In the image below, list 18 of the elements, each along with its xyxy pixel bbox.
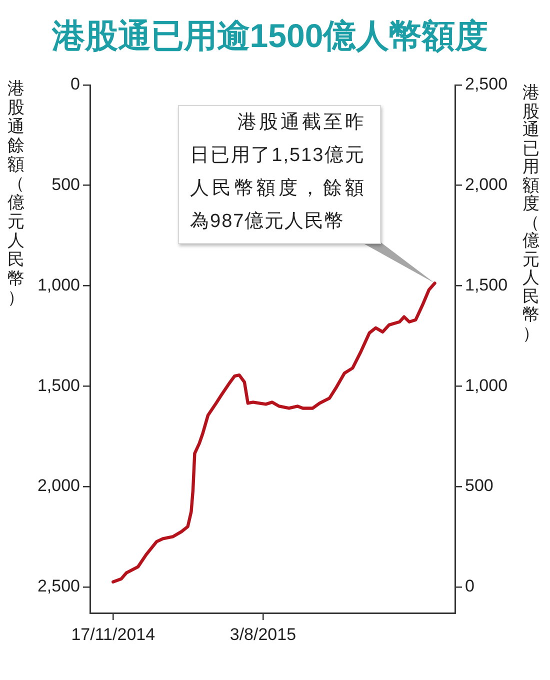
y2-tick-label: 0: [465, 576, 474, 596]
y2-tick-label: 2,000: [465, 175, 508, 194]
text: 港股通已用額度（億元人民幣）: [522, 83, 540, 342]
y-tick-label: 500: [52, 175, 80, 194]
annotation: 港股通截至昨日已用了1,513億元人民幣額度，餘額為987億元人民幣: [178, 105, 381, 244]
chart-title: 港股通已用逾1500億人幣額度: [50, 16, 490, 56]
text: 港股通餘額（億元人民幣）: [8, 79, 24, 307]
y-tick-label: 2,000: [37, 476, 80, 496]
y2-tick-label: 500: [465, 476, 494, 496]
x-tick-label: 3/8/2015: [230, 624, 296, 644]
y2-tick-label: 1,000: [465, 376, 508, 395]
y-tick-label: 2,500: [37, 576, 80, 596]
y-tick-label: 1,000: [37, 275, 80, 294]
y2-tick-label: 2,500: [465, 74, 508, 94]
y-tick-label: 0: [70, 74, 80, 94]
x-tick-label: 17/11/2014: [71, 624, 156, 644]
y2-tick-label: 1,500: [465, 275, 508, 294]
y-tick-label: 1,500: [37, 376, 80, 395]
